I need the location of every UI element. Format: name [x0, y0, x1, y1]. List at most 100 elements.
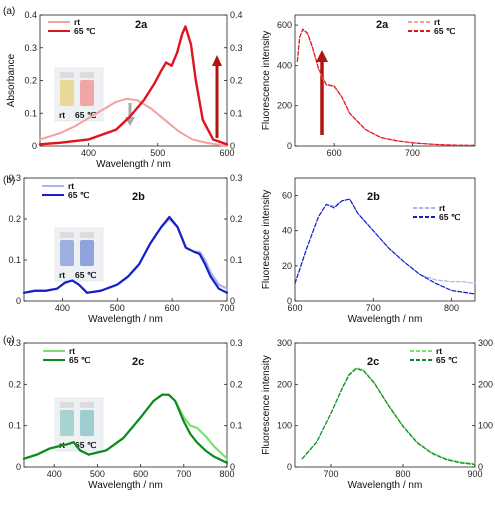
plot-frame [23, 177, 228, 302]
x-tick-label: 500 [90, 469, 105, 479]
x-axis-title: Wavelength / nm [88, 480, 163, 491]
compound-label: 2a [135, 19, 148, 31]
y-tick-label: 0.2 [8, 214, 21, 224]
y-axis-title: Fluorescence intensity [261, 355, 272, 455]
series-line-rt [39, 97, 228, 147]
vial-label-hot-a: 65 ℃ [75, 110, 97, 120]
series-line-hot [296, 28, 476, 146]
legend-label: rt [74, 17, 80, 27]
x-axis-title: Wavelength / nm [348, 314, 423, 325]
series-line-hot [301, 368, 476, 466]
y-axis-title: Fluorescence intensity [261, 190, 272, 290]
legend-label: 65 ℃ [434, 26, 456, 36]
y-right-tick-label: 0.2 [230, 214, 243, 224]
series-line-hot [38, 25, 229, 146]
y-tick-label: 0.2 [24, 76, 37, 86]
legend-label: 65 ℃ [74, 26, 96, 36]
y-right-tick-label: 0 [230, 462, 235, 472]
x-tick-label: 700 [405, 148, 420, 158]
x-tick-label: 800 [219, 469, 234, 479]
chart-b-abs: 400 500 600 70000.10.20.300.10.20.3Waveleng… [0, 173, 243, 325]
y-tick-label: 100 [277, 421, 292, 431]
vial-label-hot-b: 65 ℃ [75, 270, 97, 280]
y-right-tick-label: 0 [230, 296, 235, 306]
x-tick-label: 900 [467, 469, 482, 479]
y-axis-title: Absorbance [6, 53, 17, 107]
legend-label: rt [69, 346, 75, 356]
y-tick-label: 600 [277, 20, 292, 30]
y-axis-title: Fluorescence intensity [261, 31, 272, 131]
legend-label: rt [439, 203, 445, 213]
panel-label-c: (c) [3, 335, 15, 346]
x-tick-label: 700 [366, 303, 381, 313]
panel-label-a: (a) [3, 6, 15, 17]
y-tick-label: 400 [277, 60, 292, 70]
x-axis-title: Wavelength / nm [348, 480, 423, 491]
y-tick-label: 300 [277, 338, 292, 348]
y-tick-label: 0.1 [24, 108, 37, 118]
x-tick-label: 400 [81, 148, 96, 158]
y-right-tick-label: 100 [478, 421, 493, 431]
series-line-rt [296, 29, 476, 146]
x-tick-label: 700 [219, 303, 234, 313]
x-tick-label: 500 [150, 148, 165, 158]
x-tick-label: 600 [327, 148, 342, 158]
panel-label-b: (b) [3, 175, 15, 186]
legend-label: 65 ℃ [69, 355, 91, 365]
x-tick-label: 700 [323, 469, 338, 479]
y-axis-title: Absorbance [0, 212, 1, 266]
plot-frame [294, 342, 476, 468]
y-right-tick-label: 0.1 [230, 421, 243, 431]
y-tick-label: 0 [16, 462, 21, 472]
plot-frame [23, 342, 228, 468]
x-tick-label: 600 [133, 469, 148, 479]
y-tick-label: 200 [277, 379, 292, 389]
chart-c-fl: 700 800 90001002003000100200300Wavelength … [261, 338, 493, 491]
y-tick-label: 0.3 [8, 173, 21, 183]
y-right-tick-label: 0.1 [230, 108, 243, 118]
y-tick-label: 40 [282, 226, 292, 236]
x-axis-title: Wavelength / nm [96, 159, 171, 170]
y-tick-label: 0.4 [24, 10, 37, 20]
x-tick-label: 800 [395, 469, 410, 479]
series-line-hot [294, 198, 476, 295]
series-line-rt [22, 217, 229, 294]
compound-label: 2c [132, 356, 144, 368]
y-tick-label: 0.3 [24, 43, 37, 53]
vial-inset-c [54, 397, 104, 452]
y-tick-label: 0 [32, 141, 37, 151]
heating-arrow-up [212, 55, 222, 138]
legend-label: 65 ℃ [436, 355, 458, 365]
legend-label: 65 ℃ [68, 190, 90, 200]
y-right-tick-label: 0 [230, 141, 235, 151]
y-tick-label: 0.1 [8, 255, 21, 265]
chart-b-fl: 600 700 800 0 20 40 60 Wavelength / nm Fluoresce… [261, 177, 476, 325]
y-tick-label: 0 [287, 296, 292, 306]
compound-label: 2c [367, 356, 379, 368]
x-tick-label: 600 [287, 303, 302, 313]
x-tick-label: 500 [110, 303, 125, 313]
x-tick-label: 600 [219, 148, 234, 158]
cooling-arrow-down [125, 103, 135, 126]
compound-label: 2b [367, 191, 380, 203]
y-right-tick-label: 0.3 [230, 173, 243, 183]
legend-label: rt [68, 181, 74, 191]
y-right-tick-label: 300 [478, 338, 493, 348]
y-tick-label: 0 [287, 462, 292, 472]
compound-label: 2b [132, 191, 145, 203]
x-tick-label: 700 [176, 469, 191, 479]
plot-frame [294, 14, 476, 147]
plot-frame [294, 177, 476, 302]
y-right-tick-label: 0.2 [230, 76, 243, 86]
series-line-hot [22, 393, 229, 464]
chart-c-abs: 400 500 600 700 80000.10.20.300.10.20.3Wavel… [0, 338, 243, 491]
legend-label: 65 ℃ [439, 212, 461, 222]
legend-label: rt [436, 346, 442, 356]
series-line-rt [22, 393, 229, 460]
y-tick-label: 0.2 [8, 379, 21, 389]
vial-inset-b [54, 227, 104, 282]
y-tick-label: 200 [277, 101, 292, 111]
y-right-tick-label: 200 [478, 379, 493, 389]
x-tick-label: 600 [165, 303, 180, 313]
